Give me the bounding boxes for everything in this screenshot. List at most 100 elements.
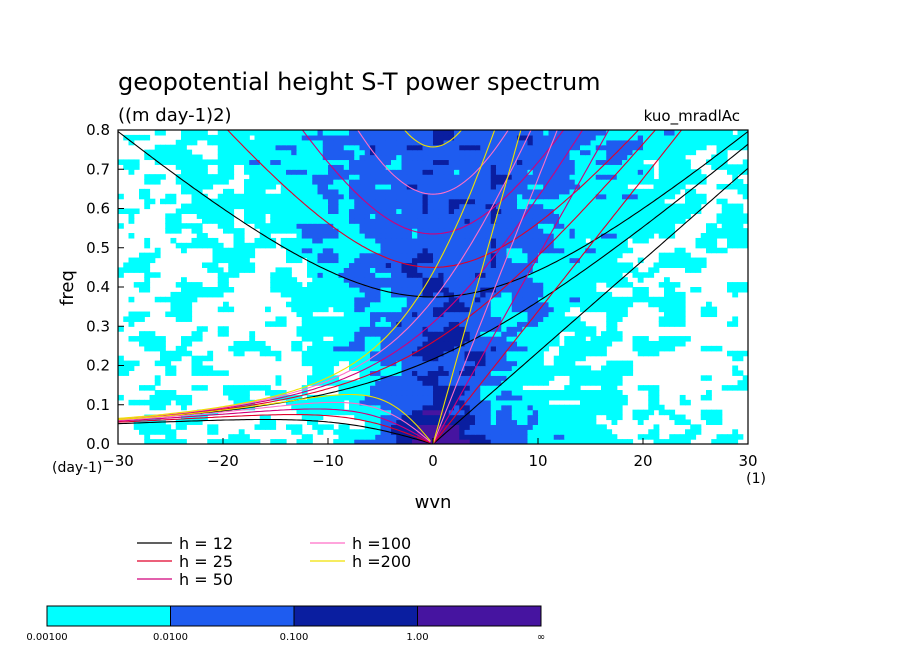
- heat-cell: [454, 149, 460, 156]
- heat-cell: [401, 188, 408, 195]
- heat-cell: [338, 277, 345, 283]
- heat-cell: [742, 242, 748, 249]
- heat-cell: [396, 360, 403, 367]
- heat-cell: [349, 439, 355, 444]
- heat-cell: [212, 174, 219, 180]
- heat-cell: [181, 296, 187, 303]
- heat-cell: [427, 370, 434, 376]
- heat-cell: [559, 242, 565, 249]
- heat-cell: [601, 267, 607, 273]
- heat-cell: [380, 203, 387, 210]
- heat-cell: [433, 233, 439, 239]
- heat-cell: [590, 301, 597, 308]
- heat-cell: [485, 164, 492, 170]
- heat-cell: [417, 223, 424, 229]
- heat-cell: [286, 272, 292, 278]
- heat-cell: [343, 272, 350, 278]
- heat-cell: [711, 311, 718, 318]
- heat-cell: [291, 345, 298, 352]
- heat-cell: [312, 345, 319, 352]
- heat-cell: [175, 296, 182, 303]
- heat-cell: [301, 306, 308, 313]
- heat-cell: [543, 390, 550, 396]
- heat-cell: [443, 399, 450, 406]
- heat-cell: [181, 404, 187, 411]
- heat-cell: [553, 188, 560, 195]
- heat-cell: [648, 203, 655, 210]
- heat-cell: [181, 336, 187, 342]
- heat-cell: [186, 394, 193, 401]
- heat-cell: [433, 252, 439, 259]
- heat-cell: [364, 336, 371, 342]
- heat-cell: [569, 390, 576, 396]
- heat-cell: [312, 164, 319, 170]
- heat-cell: [574, 198, 581, 205]
- heat-cell: [170, 306, 177, 313]
- heat-cell: [338, 193, 345, 200]
- heat-cell: [590, 439, 597, 444]
- heat-cell: [448, 429, 455, 435]
- heat-cell: [559, 179, 565, 185]
- heat-cell: [716, 345, 723, 352]
- heat-cell: [637, 277, 644, 283]
- heat-cell: [590, 287, 597, 293]
- heat-cell: [259, 233, 266, 239]
- heat-cell: [370, 277, 376, 283]
- heat-cell: [275, 203, 282, 210]
- heat-cell: [469, 409, 476, 416]
- heat-cell: [517, 394, 523, 401]
- heat-cell: [585, 306, 592, 313]
- heat-cell: [333, 159, 340, 165]
- heat-cell: [207, 179, 214, 185]
- heat-cell: [448, 252, 455, 259]
- heat-cell: [459, 306, 466, 313]
- heat-cell: [622, 370, 628, 376]
- heat-cell: [622, 149, 628, 156]
- heat-cell: [349, 326, 355, 332]
- heat-cell: [548, 164, 555, 170]
- heat-cell: [469, 223, 476, 229]
- heat-cell: [354, 228, 361, 234]
- heat-cell: [312, 316, 319, 322]
- heat-cell: [506, 198, 513, 205]
- heat-cell: [165, 159, 172, 165]
- heat-cell: [475, 267, 481, 273]
- heat-cell: [448, 154, 455, 161]
- heat-cell: [475, 429, 481, 435]
- heat-cell: [548, 203, 555, 210]
- heat-cell: [249, 267, 256, 273]
- heat-cell: [438, 360, 445, 367]
- heat-cell: [648, 390, 655, 396]
- heat-cell: [569, 321, 576, 327]
- heat-cell: [606, 360, 613, 367]
- heat-cell: [328, 375, 334, 381]
- heat-cell: [674, 306, 681, 313]
- heat-cell: [165, 193, 172, 200]
- heat-cell: [559, 414, 565, 421]
- heat-cell: [265, 385, 271, 391]
- heat-cell: [632, 218, 639, 224]
- heat-cell: [401, 434, 408, 440]
- heat-cell: [674, 174, 681, 180]
- heat-cell: [412, 183, 418, 190]
- heat-cell: [622, 193, 628, 200]
- heat-cell: [590, 183, 597, 190]
- heat-cell: [270, 198, 277, 205]
- heat-cell: [658, 223, 665, 229]
- heat-cell: [333, 350, 340, 357]
- heat-cell: [354, 385, 361, 391]
- heat-cell: [406, 350, 413, 357]
- heat-cell: [459, 434, 466, 440]
- heat-cell: [417, 316, 424, 322]
- heat-cell: [333, 277, 340, 283]
- heat-cell: [422, 375, 429, 381]
- heat-cell: [412, 203, 418, 210]
- heat-cell: [296, 188, 303, 195]
- heat-cell: [606, 272, 613, 278]
- heat-cell: [385, 272, 392, 278]
- heat-cell: [706, 375, 712, 381]
- heat-cell: [737, 208, 744, 215]
- heat-cell: [406, 159, 413, 165]
- heat-cell: [606, 164, 613, 170]
- heat-cell: [349, 149, 355, 156]
